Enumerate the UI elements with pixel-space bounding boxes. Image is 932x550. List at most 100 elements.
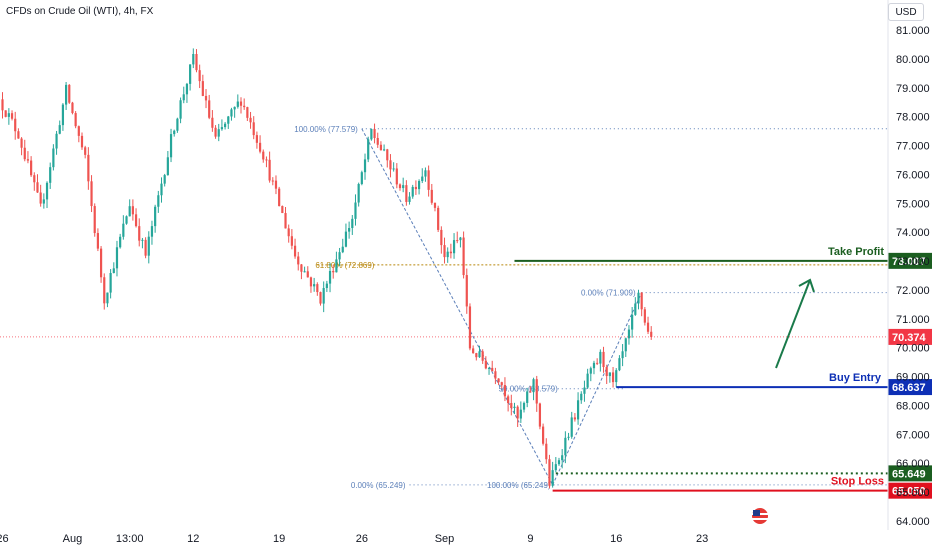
candle-body xyxy=(233,106,236,110)
candle xyxy=(166,150,169,176)
candle-body xyxy=(246,107,249,118)
candle xyxy=(134,208,138,228)
candle xyxy=(395,163,398,189)
candle xyxy=(627,325,631,345)
candle xyxy=(316,282,319,296)
candle-body xyxy=(17,131,20,139)
candle xyxy=(424,167,427,182)
candle xyxy=(615,368,618,388)
candle-body xyxy=(230,109,233,117)
currency-button[interactable]: USD xyxy=(888,3,924,21)
candle-body xyxy=(421,176,424,182)
candle xyxy=(119,233,122,249)
candle-body xyxy=(322,288,325,304)
candle xyxy=(481,349,484,364)
candle-body xyxy=(519,409,522,419)
candle xyxy=(268,151,271,183)
candle xyxy=(348,221,351,239)
candle xyxy=(557,457,561,466)
candle-body xyxy=(433,202,437,208)
candle xyxy=(414,180,417,195)
candle-body xyxy=(440,229,443,246)
candle xyxy=(561,449,564,469)
candle xyxy=(599,349,602,372)
candle-body xyxy=(424,170,427,177)
candle-body xyxy=(570,417,573,437)
candle xyxy=(408,192,411,205)
candle-body xyxy=(417,181,421,190)
candle xyxy=(17,128,20,139)
candle-body xyxy=(344,231,348,247)
candle xyxy=(503,377,507,402)
y-tick-label: 75.000 xyxy=(896,198,930,210)
candle-body xyxy=(150,226,154,237)
candle-body xyxy=(386,149,389,161)
candle xyxy=(449,243,452,259)
candle xyxy=(33,172,36,191)
take-profit-tag-label: 73.007 xyxy=(892,256,926,268)
candle-body xyxy=(208,100,211,118)
candle-body xyxy=(379,144,383,151)
candle xyxy=(592,360,596,375)
candle-body xyxy=(589,368,592,374)
candle xyxy=(646,316,650,335)
candle xyxy=(640,292,643,317)
us-flag-icon[interactable] xyxy=(752,508,768,524)
candle xyxy=(313,277,316,292)
candle-body xyxy=(542,426,545,444)
candle-body xyxy=(516,406,519,419)
candle xyxy=(214,125,217,139)
candle xyxy=(516,405,519,427)
candle-body xyxy=(268,159,271,181)
candle-body xyxy=(535,379,538,404)
candle-body xyxy=(376,137,379,145)
candle-body xyxy=(239,101,243,106)
candle xyxy=(360,170,363,186)
candle-body xyxy=(402,185,405,189)
x-tick-label: 26 xyxy=(356,533,368,545)
candle xyxy=(586,368,589,389)
y-tick-label: 77.000 xyxy=(896,141,930,153)
candle-body xyxy=(68,84,71,103)
candle xyxy=(195,49,198,73)
candle-body xyxy=(475,353,478,358)
candle xyxy=(370,128,373,141)
candle xyxy=(608,372,611,383)
candle xyxy=(341,238,344,254)
candle xyxy=(138,218,141,247)
candle-body xyxy=(313,284,316,287)
candle xyxy=(309,276,313,293)
candle xyxy=(494,367,497,385)
price-axis[interactable]: 81.000 80.000 79.000 78.000 77.000 76.000 75.0… xyxy=(887,0,930,530)
candle-body xyxy=(576,400,580,420)
y-tick-label: 76.000 xyxy=(896,169,930,181)
time-axis[interactable]: 26 Aug 13:00 12 19 26 Sep 9 16 23 xyxy=(0,533,708,545)
candle-body xyxy=(325,283,328,289)
candle-body xyxy=(408,196,411,202)
candle-body xyxy=(39,192,42,204)
candle xyxy=(459,236,462,248)
candle-body xyxy=(20,138,23,148)
candle xyxy=(131,199,134,221)
candle-body xyxy=(115,247,119,269)
candle-body xyxy=(414,186,417,190)
candle xyxy=(71,101,74,115)
candle-body xyxy=(529,391,532,393)
candle-body xyxy=(243,105,246,108)
candle-body xyxy=(567,436,570,438)
candle xyxy=(236,94,239,109)
candle-body xyxy=(430,189,433,203)
candle-body xyxy=(363,159,367,173)
candle xyxy=(573,413,576,422)
x-tick-label: 9 xyxy=(527,533,533,545)
candle xyxy=(185,82,189,103)
candle xyxy=(150,220,154,245)
candle xyxy=(227,115,230,129)
candle xyxy=(106,292,109,308)
candle-body xyxy=(134,214,138,227)
fib-0-label: 0.00% (65.249) xyxy=(351,481,406,490)
candle-body xyxy=(398,184,402,189)
candle xyxy=(475,352,478,361)
candle xyxy=(163,173,166,187)
